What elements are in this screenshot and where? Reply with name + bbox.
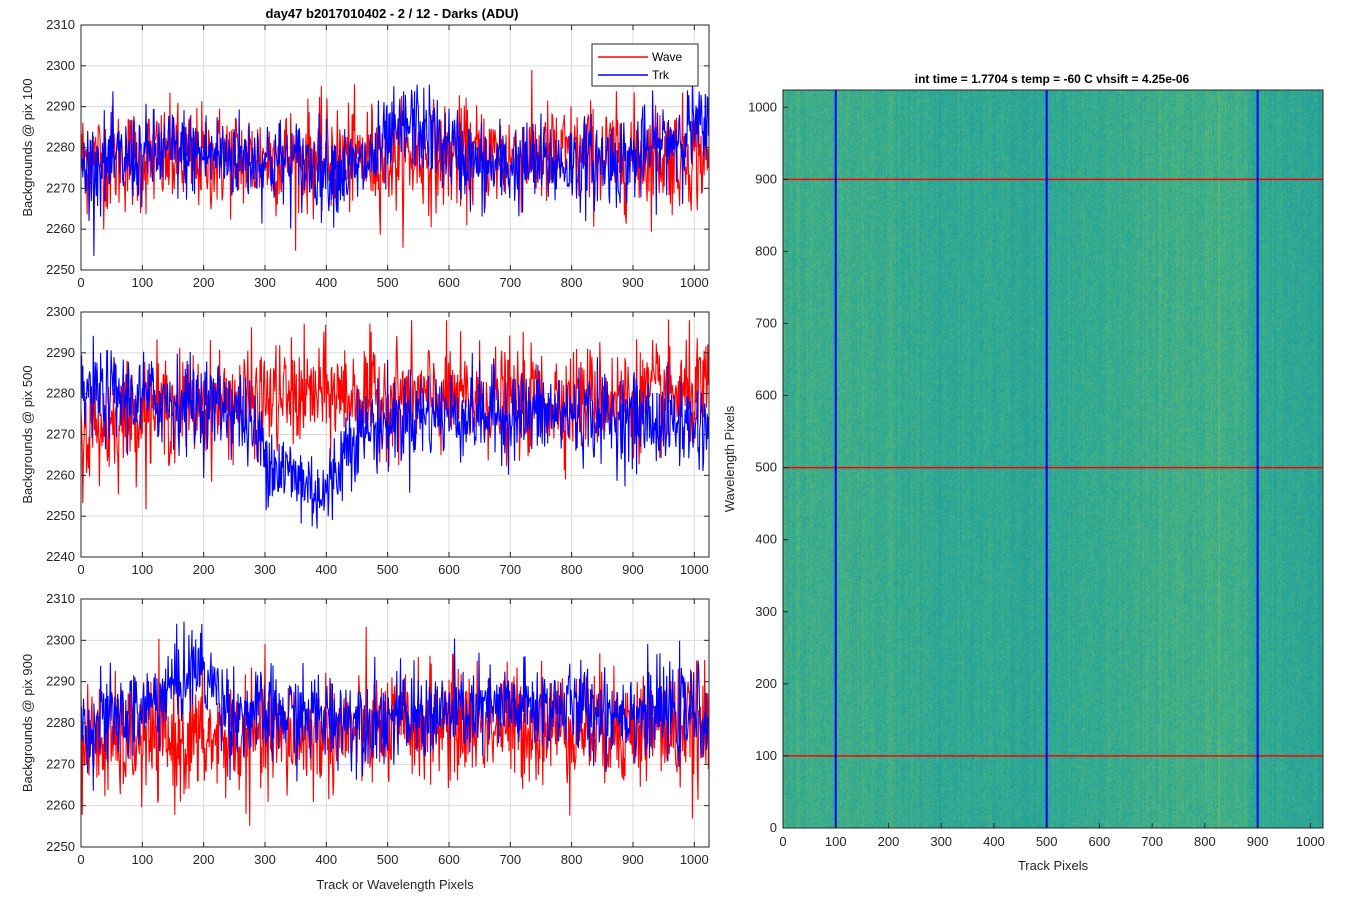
line-plot-pix-100: 0 100 200 300 400 500 600 700 800 900 1000 2250 2260… xyxy=(20,17,710,290)
axes-frame xyxy=(782,89,1324,829)
x-tick-label: 0 xyxy=(779,834,786,849)
legend-label-wave: Wave xyxy=(652,50,683,64)
x-tick-label: 700 xyxy=(499,562,521,577)
y-axis-label: Wavelength Pixels xyxy=(722,405,737,512)
y-axis-label: Backgrounds @ pix 500 xyxy=(20,365,35,503)
x-tick-label: 600 xyxy=(438,275,460,290)
line-plot-pix-900: 0 100 200 300 400 500 600 700 800 900 1000 2250 2260… xyxy=(20,591,710,892)
x-tick-label: 700 xyxy=(499,275,521,290)
y-axis-label: Backgrounds @ pix 100 xyxy=(20,78,35,216)
x-tick-label: 500 xyxy=(377,852,399,867)
legend-label-trk: Trk xyxy=(652,68,670,82)
y-tick-label: 2290 xyxy=(46,345,75,360)
y-tick-label: 2250 xyxy=(46,839,75,854)
y-tick-label: 2310 xyxy=(46,591,75,606)
x-tick-label: 300 xyxy=(254,852,276,867)
y-tick-label: 2260 xyxy=(46,221,75,236)
x-tick-label: 0 xyxy=(77,562,84,577)
y-tick-label: 700 xyxy=(755,316,777,331)
y-tick-label: 2250 xyxy=(46,508,75,523)
y-tick-label: 400 xyxy=(755,532,777,547)
background-image-plot: int time = 1.7704 s temp = -60 C vhsift … xyxy=(722,72,1325,873)
figure-title: day47 b2017010402 - 2 / 12 - Darks (ADU) xyxy=(266,6,519,21)
y-tick-label: 200 xyxy=(755,676,777,691)
x-tick-label: 800 xyxy=(1194,834,1216,849)
x-tick-label: 1000 xyxy=(680,275,709,290)
series-line-trk xyxy=(80,621,709,791)
series-line-trk xyxy=(80,335,709,529)
x-tick-label: 0 xyxy=(77,852,84,867)
x-tick-label: 700 xyxy=(1141,834,1163,849)
y-tick-label: 2300 xyxy=(46,304,75,319)
y-tick-label: 300 xyxy=(755,604,777,619)
x-tick-label: 500 xyxy=(377,562,399,577)
y-tick-label: 900 xyxy=(755,171,777,186)
y-tick-label: 2240 xyxy=(46,549,75,564)
x-tick-label: 1000 xyxy=(1296,834,1325,849)
y-tick-label: 100 xyxy=(755,748,777,763)
x-tick-label: 400 xyxy=(983,834,1005,849)
x-tick-label: 1000 xyxy=(680,852,709,867)
y-tick-label: 2290 xyxy=(46,674,75,689)
x-tick-label: 200 xyxy=(878,834,900,849)
x-tick-label: 800 xyxy=(561,275,583,290)
y-tick-label: 2300 xyxy=(46,632,75,647)
x-tick-label: 500 xyxy=(1036,834,1058,849)
heatmap-canvas xyxy=(783,90,1323,828)
y-tick-label: 2250 xyxy=(46,262,75,277)
x-tick-label: 1000 xyxy=(680,562,709,577)
y-tick-label: 2260 xyxy=(46,467,75,482)
x-tick-label: 0 xyxy=(77,275,84,290)
x-tick-label: 100 xyxy=(131,275,153,290)
x-tick-label: 900 xyxy=(622,852,644,867)
x-tick-label: 800 xyxy=(561,852,583,867)
y-axis-label: Backgrounds @ pix 900 xyxy=(20,654,35,792)
x-tick-label: 800 xyxy=(561,562,583,577)
y-tick-label: 2260 xyxy=(46,798,75,813)
x-tick-label: 400 xyxy=(315,852,337,867)
x-tick-label: 900 xyxy=(622,562,644,577)
x-tick-label: 600 xyxy=(438,562,460,577)
image-title: int time = 1.7704 s temp = -60 C vhsift … xyxy=(915,72,1190,86)
legend-box xyxy=(591,43,699,87)
y-tick-label: 600 xyxy=(755,388,777,403)
y-tick-label: 2280 xyxy=(46,386,75,401)
x-tick-label: 300 xyxy=(254,275,276,290)
x-tick-label: 100 xyxy=(131,852,153,867)
y-tick-label: 2310 xyxy=(46,17,75,32)
y-tick-label: 2280 xyxy=(46,715,75,730)
x-tick-label: 200 xyxy=(193,852,215,867)
y-tick-label: 2270 xyxy=(46,427,75,442)
y-tick-label: 1000 xyxy=(748,99,777,114)
x-tick-label: 300 xyxy=(930,834,952,849)
line-plot-pix-500: 0 100 200 300 400 500 600 700 800 900 1000 2240 2250… xyxy=(20,304,710,577)
x-tick-label: 100 xyxy=(131,562,153,577)
y-tick-label: 2290 xyxy=(46,99,75,114)
x-tick-label: 200 xyxy=(193,562,215,577)
y-tick-label: 2300 xyxy=(46,58,75,73)
series-line-trk xyxy=(80,77,709,256)
x-tick-label: 600 xyxy=(1089,834,1111,849)
x-tick-label: 400 xyxy=(315,275,337,290)
x-tick-label: 200 xyxy=(193,275,215,290)
y-tick-label: 2270 xyxy=(46,180,75,195)
x-tick-label: 900 xyxy=(622,275,644,290)
heatmap-image xyxy=(783,90,1323,828)
y-tick-label: 800 xyxy=(755,243,777,258)
x-tick-label: 500 xyxy=(377,275,399,290)
x-tick-label: 900 xyxy=(1247,834,1269,849)
y-tick-label: 0 xyxy=(770,820,777,835)
y-tick-label: 500 xyxy=(755,460,777,475)
y-tick-label: 2280 xyxy=(46,140,75,155)
x-axis-label: Track Pixels xyxy=(1018,858,1089,873)
x-tick-label: 300 xyxy=(254,562,276,577)
x-tick-label: 700 xyxy=(499,852,521,867)
x-tick-label: 100 xyxy=(825,834,847,849)
y-tick-label: 2270 xyxy=(46,756,75,771)
x-tick-label: 600 xyxy=(438,852,460,867)
x-tick-label: 400 xyxy=(315,562,337,577)
x-axis-label: Track or Wavelength Pixels xyxy=(316,877,474,892)
